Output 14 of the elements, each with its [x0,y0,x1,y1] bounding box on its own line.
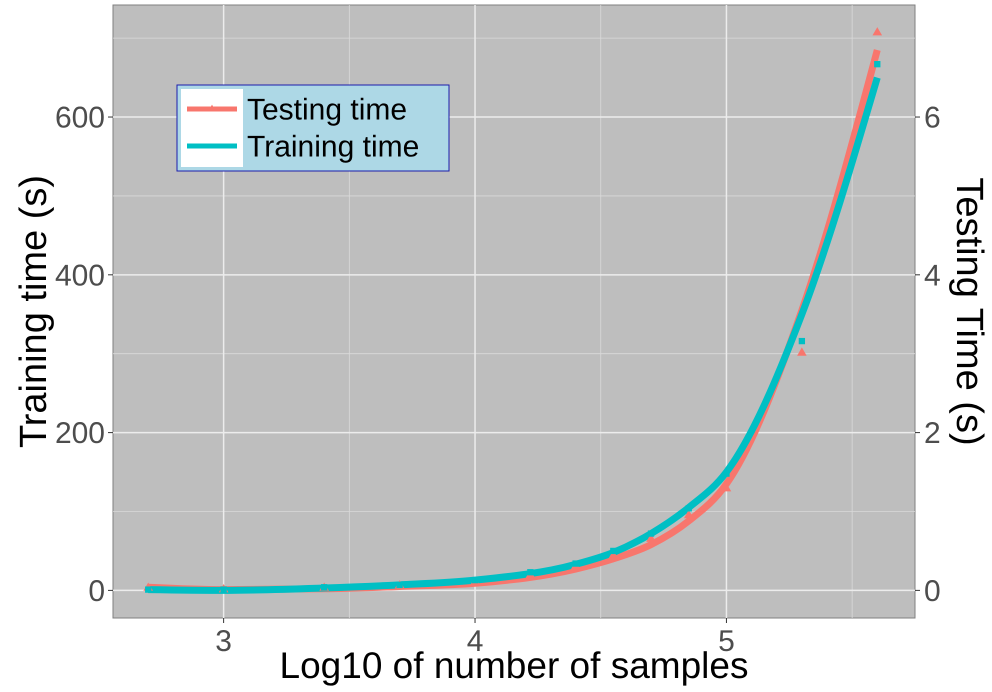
y2-tick-label: 4 [924,259,941,292]
y2-tick-label: 2 [924,417,941,450]
legend-label: Testing time [247,94,408,126]
y-axis-title: Training time (s) [13,174,55,448]
x-tick-label: 5 [718,625,735,658]
y-tick-label: 200 [54,417,105,450]
legend-label: Training time [247,130,420,164]
y2-tick-label: 0 [924,574,941,608]
y2-tick-label: 6 [924,102,941,135]
y-tick-label: 0 [88,574,105,608]
y-tick-label: 600 [54,102,105,135]
x-tick-label: 3 [215,625,232,658]
y-tick-label: 400 [54,259,105,292]
y2-axis-title: Testing Time (s) [948,177,990,446]
